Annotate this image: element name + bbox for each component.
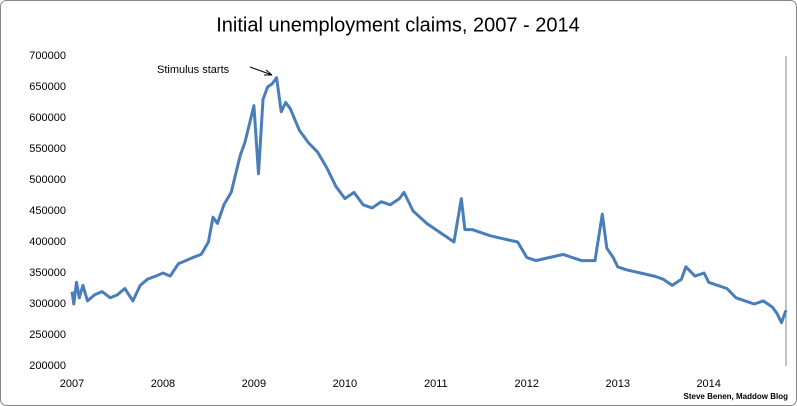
x-tick-label: 2007 <box>60 378 84 390</box>
credit: Steve Benen, Maddow Blog <box>684 392 789 401</box>
arrow-head <box>264 69 273 76</box>
y-tick-label: 500000 <box>29 174 66 186</box>
chart-title: Initial unemployment claims, 2007 - 2014 <box>216 14 580 36</box>
y-tick-label: 350000 <box>29 267 66 279</box>
y-tick-label: 650000 <box>29 81 66 93</box>
x-tick-label: 2011 <box>424 378 448 390</box>
x-tick-label: 2010 <box>333 378 357 390</box>
y-tick-label: 450000 <box>29 205 66 217</box>
y-tick-label: 550000 <box>29 143 66 155</box>
x-tick-label: 2012 <box>515 378 539 390</box>
x-tick-label: 2008 <box>151 378 175 390</box>
x-tick-label: 2013 <box>605 378 629 390</box>
y-tick-label: 700000 <box>29 50 66 62</box>
y-tick-label: 300000 <box>29 298 66 310</box>
data-line <box>70 76 788 325</box>
y-tick-label: 600000 <box>29 112 66 124</box>
annotation: Stimulus starts <box>157 64 230 76</box>
y-tick-label: 400000 <box>29 236 66 248</box>
x-tick-label: 2014 <box>696 378 720 390</box>
x-tick-label: 2009 <box>242 378 266 390</box>
annotation-arrow <box>249 66 273 76</box>
y-tick-label: 250000 <box>29 329 66 341</box>
y-tick-label: 200000 <box>29 360 66 372</box>
